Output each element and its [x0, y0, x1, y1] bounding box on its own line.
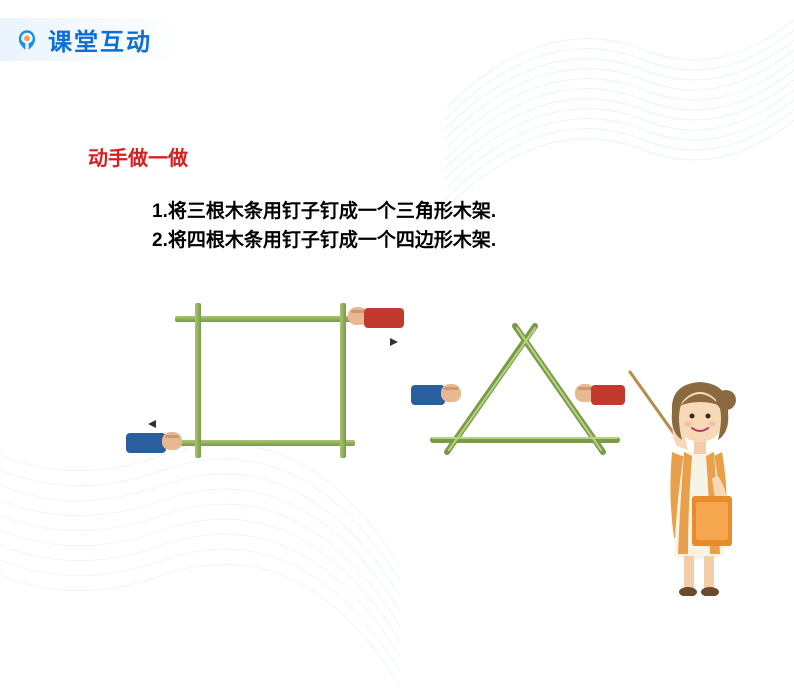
- logo-icon: [14, 27, 40, 53]
- quadrilateral-frame: [140, 298, 400, 478]
- stick-bottom: [160, 440, 355, 446]
- instruction-line-2: 2.将四根木条用钉子钉成一个四边形木架.: [152, 227, 496, 256]
- stick-left: [195, 303, 201, 458]
- instructions-block: 1.将三根木条用钉子钉成一个三角形木架. 2.将四根木条用钉子钉成一个四边形木架…: [152, 198, 496, 255]
- bg-waves-top-right: [434, 0, 794, 220]
- subtitle: 动手做一做: [88, 142, 188, 171]
- arrow-left: [148, 420, 156, 428]
- arrow-right: [390, 338, 398, 346]
- triangle-frame: [425, 320, 625, 470]
- header-bar: 课堂互动: [0, 18, 182, 61]
- instruction-line-1: 1.将三根木条用钉子钉成一个三角形木架.: [152, 198, 496, 227]
- teacher-figure: [622, 356, 772, 596]
- stick-right: [340, 303, 346, 458]
- diagram-area: [140, 298, 620, 488]
- header-title: 课堂互动: [48, 22, 152, 57]
